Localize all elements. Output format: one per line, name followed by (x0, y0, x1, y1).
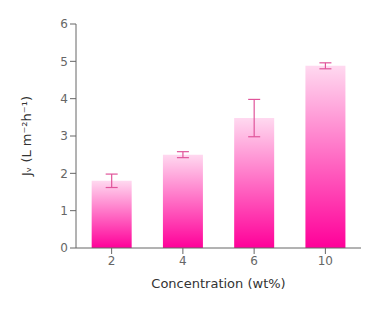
svg-text:6: 6 (250, 254, 258, 268)
svg-text:6: 6 (60, 17, 68, 31)
svg-text:5: 5 (60, 55, 68, 69)
svg-text:1: 1 (60, 204, 68, 218)
svg-text:Concentration (wt%): Concentration (wt%) (151, 276, 285, 291)
svg-text:0: 0 (60, 241, 68, 255)
svg-text:2: 2 (60, 167, 68, 181)
svg-text:3: 3 (60, 129, 68, 143)
svg-text:Jᵥ (L m⁻²h⁻¹): Jᵥ (L m⁻²h⁻¹) (19, 96, 34, 177)
svg-text:10: 10 (318, 254, 333, 268)
svg-text:4: 4 (179, 254, 187, 268)
svg-text:4: 4 (60, 92, 68, 106)
svg-text:2: 2 (108, 254, 116, 268)
